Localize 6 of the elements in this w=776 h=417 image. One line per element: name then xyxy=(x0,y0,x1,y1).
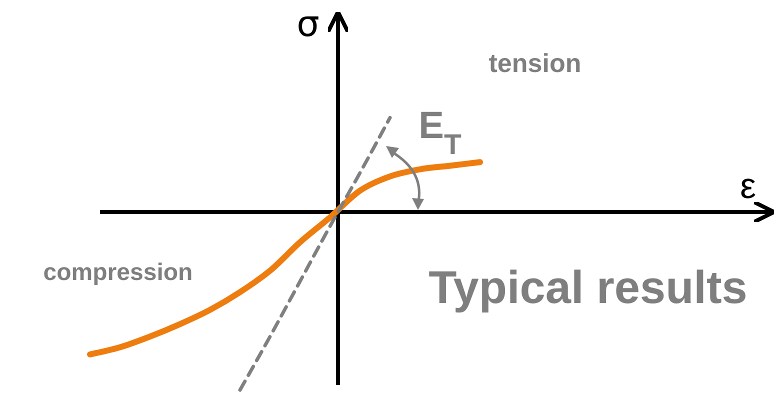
annotation: Typical results xyxy=(428,261,748,313)
text: tension xyxy=(488,48,582,78)
annotation: compression xyxy=(43,259,193,286)
text: ε xyxy=(740,165,756,206)
annotation: E$_{T}$ xyxy=(418,105,462,161)
y-axis-title: σ xyxy=(296,4,320,45)
